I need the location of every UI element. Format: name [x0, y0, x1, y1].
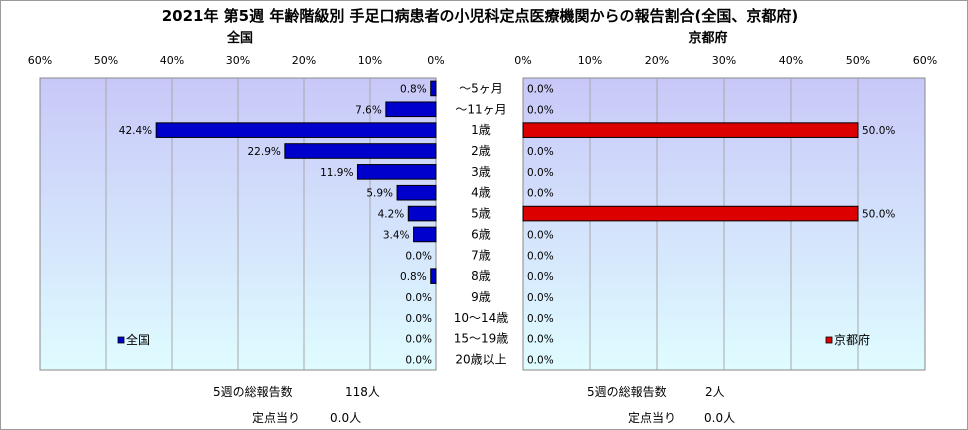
x-tick-label: 20% [645, 54, 669, 67]
category-label: 3歳 [471, 165, 491, 179]
data-label: 0.0% [527, 313, 554, 325]
bar [522, 205, 859, 222]
category-label: 20歳以上 [455, 353, 506, 367]
category-label: 1歳 [471, 123, 491, 137]
category-label: 4歳 [471, 186, 491, 200]
kyoto-per-value: 0.0人 [704, 411, 736, 425]
legend-entry: 京都府 [834, 332, 870, 347]
data-label: 0.0% [527, 229, 554, 241]
kyoto-total-value: 2人 [705, 385, 725, 399]
data-label: 0.0% [527, 167, 554, 179]
national-total-value: 118人 [345, 385, 380, 399]
data-label: 0.0% [527, 146, 554, 158]
data-label: 4.2% [378, 209, 405, 221]
bar [430, 268, 437, 284]
data-label: 11.9% [320, 167, 353, 179]
x-tick-label: 0% [427, 54, 444, 67]
bar [407, 205, 437, 222]
category-label: 10～14歳 [454, 311, 509, 325]
data-label: 22.9% [248, 146, 281, 158]
legend-entry: 全国 [126, 332, 150, 347]
data-label: 0.0% [405, 355, 432, 367]
data-label: 0.0% [527, 250, 554, 262]
data-label: 0.0% [527, 188, 554, 200]
bar [284, 143, 437, 159]
x-tick-label: 40% [779, 54, 803, 67]
data-label: 0.0% [405, 334, 432, 346]
data-label: 42.4% [119, 125, 152, 137]
data-label: 3.4% [383, 229, 410, 241]
category-label: 2歳 [471, 144, 491, 158]
kyoto-per-label: 定点当り [628, 411, 677, 425]
category-label: 6歳 [471, 227, 491, 241]
data-label: 5.9% [366, 188, 393, 200]
category-label: ～5ヶ月 [459, 81, 503, 95]
category-label: 9歳 [471, 290, 491, 304]
x-tick-label: 10% [358, 54, 382, 67]
bar [356, 164, 437, 180]
x-tick-label: 0% [514, 54, 531, 67]
x-tick-label: 50% [846, 54, 870, 67]
x-tick-label: 60% [913, 54, 937, 67]
x-tick-label: 20% [292, 54, 316, 67]
category-label: 15～19歳 [454, 332, 509, 346]
bar [396, 184, 437, 201]
legend-swatch [117, 336, 125, 344]
data-label: 0.0% [405, 292, 432, 304]
national-total-label: 5週の総報告数 [213, 385, 293, 399]
x-tick-label: 40% [160, 54, 184, 67]
bar [155, 122, 437, 138]
x-tick-label: 50% [94, 54, 118, 67]
data-label: 0.0% [405, 250, 432, 262]
data-label: 0.0% [527, 104, 554, 116]
category-label: 7歳 [471, 248, 491, 262]
data-label: 50.0% [862, 125, 895, 137]
x-tick-label: 60% [28, 54, 52, 67]
chart-title: 2021年 第5週 年齢階級別 手足口病患者の小児科定点医療機関からの報告割合(… [162, 7, 799, 25]
category-label: ～11ヶ月 [455, 102, 506, 116]
national-per-label: 定点当り [252, 411, 301, 425]
data-label: 0.0% [405, 313, 432, 325]
data-label: 50.0% [862, 209, 895, 221]
data-label: 0.0% [527, 271, 554, 283]
bar [430, 80, 437, 97]
category-label: 5歳 [471, 207, 491, 221]
data-label: 0.0% [527, 334, 554, 346]
bar [385, 101, 437, 118]
bar [522, 122, 859, 138]
category-label: 8歳 [471, 269, 491, 283]
x-tick-label: 10% [578, 54, 602, 67]
data-label: 0.0% [527, 355, 554, 367]
bar [413, 226, 437, 243]
data-label: 0.8% [400, 271, 427, 283]
x-tick-label: 30% [712, 54, 736, 67]
data-label: 0.8% [400, 83, 427, 95]
national-per-value: 0.0人 [330, 411, 362, 425]
panel-title-national: 全国 [226, 30, 253, 46]
data-label: 0.0% [527, 292, 554, 304]
kyoto-total-label: 5週の総報告数 [587, 385, 667, 399]
data-label: 0.0% [527, 83, 554, 95]
x-tick-label: 30% [226, 54, 250, 67]
legend-swatch [825, 336, 833, 344]
panel-title-kyoto: 京都府 [688, 30, 727, 46]
data-label: 7.6% [355, 104, 382, 116]
